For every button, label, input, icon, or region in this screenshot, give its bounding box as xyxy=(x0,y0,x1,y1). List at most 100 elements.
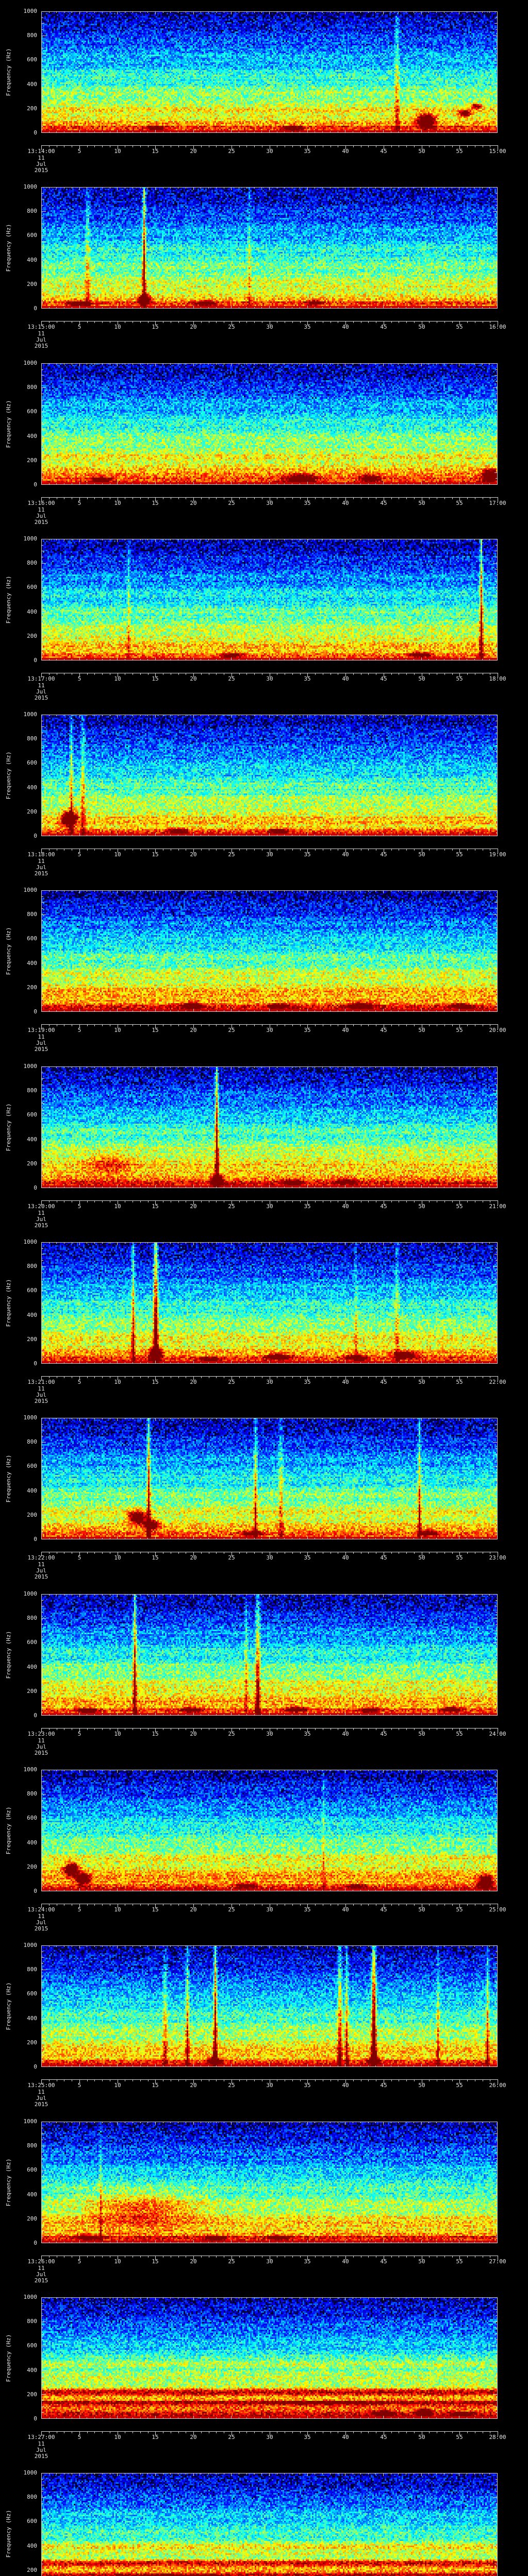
y-tick-label: 600 xyxy=(27,1815,37,1822)
time-axis-tick xyxy=(239,673,240,675)
date-line-label: 2015 xyxy=(34,694,48,701)
y-tick-label: 800 xyxy=(27,32,37,39)
time-axis-tick xyxy=(254,849,255,851)
time-axis-tick xyxy=(102,2256,103,2258)
x-tick-label: 50 xyxy=(418,1731,425,1737)
x-tick-label: 40 xyxy=(342,1731,349,1737)
time-axis-tick xyxy=(429,673,430,675)
y-tick-label: 400 xyxy=(27,1663,37,1670)
time-axis-tick xyxy=(368,673,369,675)
time-axis-tick xyxy=(315,321,316,323)
time-axis-tick xyxy=(307,849,308,853)
end-time-label: 28:00 xyxy=(489,2434,506,2441)
time-axis-tick xyxy=(307,1904,308,1908)
x-tick-label: 45 xyxy=(380,2434,387,2441)
time-axis-tick xyxy=(178,1728,179,1730)
y-tick-label: 800 xyxy=(27,2318,37,2325)
start-time-label: 13:22:00 xyxy=(27,1554,55,1561)
x-tick-label: 25 xyxy=(228,148,235,155)
date-line-label: 2015 xyxy=(34,1046,48,1053)
end-time-label: 16:00 xyxy=(489,324,506,330)
time-axis-tick xyxy=(315,2256,316,2258)
date-line-label: 11 xyxy=(38,1385,45,1392)
time-axis-tick xyxy=(201,1552,202,1554)
time-axis-tick xyxy=(254,2432,255,2433)
frequency-axis-label: Frequency (Hz) xyxy=(5,2334,12,2382)
time-axis-tick xyxy=(300,146,301,147)
x-tick-label: 5 xyxy=(77,1027,81,1033)
time-axis-tick xyxy=(452,321,453,323)
time-axis-tick xyxy=(239,146,240,147)
time-axis-tick xyxy=(246,1904,247,1906)
y-tick-label: 400 xyxy=(27,1136,37,1143)
time-axis-tick xyxy=(391,1201,392,1202)
time-axis-tick xyxy=(300,1201,301,1202)
y-tick-label: 0 xyxy=(34,1008,37,1015)
x-tick-label: 25 xyxy=(228,1554,235,1561)
x-tick-label: 25 xyxy=(228,675,235,682)
time-axis-tick xyxy=(140,146,141,147)
time-axis-tick xyxy=(102,1025,103,1026)
date-line-label: 2015 xyxy=(34,1750,48,1756)
time-axis-tick xyxy=(467,2256,468,2258)
x-tick-label: 50 xyxy=(418,500,425,506)
time-axis-tick xyxy=(406,673,407,675)
time-axis-tick xyxy=(178,1377,179,1378)
x-tick-label: 25 xyxy=(228,2082,235,2089)
time-axis-tick xyxy=(467,1904,468,1906)
x-tick-label: 15 xyxy=(152,148,159,155)
time-axis-tick xyxy=(292,498,293,499)
time-axis-tick xyxy=(41,498,42,502)
time-axis-tick xyxy=(459,2432,460,2435)
time-axis-tick xyxy=(368,498,369,499)
time-axis-tick xyxy=(155,1728,156,1732)
time-axis-tick xyxy=(353,2080,354,2081)
time-axis-tick xyxy=(216,498,217,499)
time-axis-tick xyxy=(452,849,453,851)
y-tick-label: 600 xyxy=(27,1287,37,1294)
time-axis-tick xyxy=(193,1377,194,1380)
time-axis-tick xyxy=(429,1552,430,1554)
time-axis-tick xyxy=(292,1552,293,1554)
y-tick-label: 200 xyxy=(27,2039,37,2046)
time-axis-tick xyxy=(345,849,346,853)
time-axis-tick xyxy=(459,1025,460,1028)
time-axis-tick xyxy=(239,498,240,499)
x-tick-label: 50 xyxy=(418,1379,425,1385)
time-axis-tick xyxy=(102,1904,103,1906)
time-axis-tick xyxy=(41,673,42,677)
date-line-label: Jul xyxy=(36,161,46,167)
x-tick-label: 25 xyxy=(228,1731,235,1737)
spectrogram-image xyxy=(41,2473,498,2576)
time-axis-tick xyxy=(94,498,95,499)
y-tick-label: 800 xyxy=(27,1438,37,1446)
date-line-label: 2015 xyxy=(34,519,48,526)
time-axis-tick xyxy=(239,2432,240,2433)
y-tick-label: 600 xyxy=(27,584,37,591)
time-axis-tick xyxy=(239,1904,240,1906)
time-axis-tick xyxy=(414,1728,415,1730)
date-line-label: Jul xyxy=(36,2447,46,2453)
time-axis-tick xyxy=(452,1552,453,1554)
y-tick-label: 400 xyxy=(27,1487,37,1494)
time-axis-tick xyxy=(87,1201,88,1202)
x-tick-label: 20 xyxy=(190,1379,197,1385)
time-axis-tick xyxy=(140,1552,141,1554)
x-tick-label: 10 xyxy=(114,148,121,155)
time-axis-tick xyxy=(467,673,468,675)
y-tick-label: 800 xyxy=(27,735,37,742)
time-axis-tick xyxy=(178,2432,179,2433)
frequency-axis-label: Frequency (Hz) xyxy=(5,1454,12,1503)
time-axis-tick xyxy=(178,849,179,851)
time-axis-tick xyxy=(246,2256,247,2258)
time-axis-tick xyxy=(193,849,194,853)
time-axis-tick xyxy=(429,2256,430,2258)
time-axis-tick xyxy=(406,2432,407,2433)
time-axis-tick xyxy=(216,1728,217,1730)
x-tick-label: 45 xyxy=(380,1906,387,1913)
time-axis-tick xyxy=(155,673,156,677)
x-tick-label: 55 xyxy=(456,2082,463,2089)
y-tick-label: 0 xyxy=(34,657,37,664)
time-axis-tick xyxy=(307,1025,308,1028)
